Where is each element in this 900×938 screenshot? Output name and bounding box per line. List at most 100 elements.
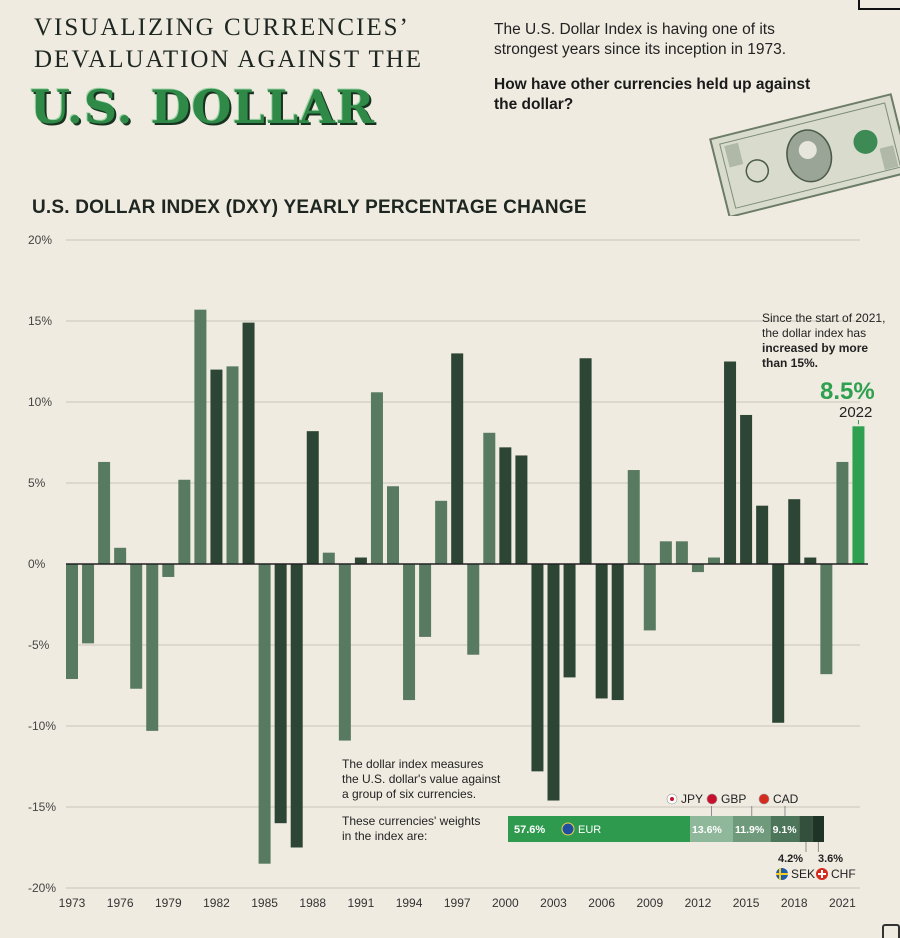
jpy-weight-label: 13.6% bbox=[692, 824, 722, 836]
desc-line-2: the U.S. dollar's value against bbox=[342, 772, 501, 786]
desc-line-3: a group of six currencies. bbox=[342, 787, 477, 801]
y-tick-label: 5% bbox=[28, 476, 46, 490]
jpy-flag-dot bbox=[670, 797, 674, 801]
x-tick-label: 1988 bbox=[299, 896, 326, 910]
bar-2017 bbox=[772, 564, 785, 723]
x-tick-label: 1991 bbox=[348, 896, 375, 910]
bar-2012 bbox=[691, 564, 704, 573]
y-tick-label: 0% bbox=[28, 557, 46, 571]
bar-2007 bbox=[611, 564, 624, 701]
bar-2009 bbox=[643, 564, 656, 631]
bar-2019 bbox=[804, 557, 817, 564]
x-tick-label: 2006 bbox=[588, 896, 615, 910]
cad-code-label: CAD bbox=[773, 792, 799, 806]
chf-flag-cross-h bbox=[818, 873, 826, 875]
bar-1990 bbox=[338, 564, 351, 741]
x-tick-label: 2015 bbox=[733, 896, 760, 910]
weights-line-1: These currencies' weights bbox=[342, 814, 481, 828]
corner-frame bbox=[858, 0, 900, 10]
highlight-year: 2022 bbox=[839, 404, 873, 421]
y-tick-label: -15% bbox=[28, 800, 56, 814]
y-tick-label: -10% bbox=[28, 719, 56, 733]
x-tick-label: 1994 bbox=[396, 896, 423, 910]
highlight-note: Since the start of 2021, the dollar inde… bbox=[762, 311, 885, 371]
sek-weight-label: 4.2% bbox=[778, 853, 803, 865]
sek-flag-cross-h bbox=[776, 873, 788, 875]
bar-1997 bbox=[451, 353, 464, 564]
bar-1996 bbox=[435, 500, 448, 564]
title-line-2: DEVALUATION AGAINST THE bbox=[34, 46, 424, 73]
bar-2001 bbox=[515, 455, 528, 564]
x-tick-label: 1997 bbox=[444, 896, 471, 910]
bar-1984 bbox=[242, 322, 255, 564]
x-tick-label: 1976 bbox=[107, 896, 134, 910]
x-tick-label: 2003 bbox=[540, 896, 567, 910]
bar-1987 bbox=[290, 564, 303, 848]
y-tick-label: 15% bbox=[28, 314, 52, 328]
bar-1982 bbox=[210, 369, 223, 564]
bar-2014 bbox=[724, 361, 737, 564]
bar-1994 bbox=[403, 564, 416, 701]
note-line-1: Since the start of 2021, bbox=[762, 311, 886, 325]
bar-2003 bbox=[547, 564, 560, 801]
bar-1975 bbox=[98, 461, 111, 564]
weight-segment-eur bbox=[508, 816, 691, 842]
bar-2005 bbox=[579, 358, 592, 564]
x-tick-label: 2009 bbox=[636, 896, 663, 910]
x-tick-label: 1985 bbox=[251, 896, 278, 910]
bar-1992 bbox=[370, 392, 383, 564]
x-tick-label: 1982 bbox=[203, 896, 230, 910]
bar-1986 bbox=[274, 564, 287, 824]
weight-segment-gbp bbox=[732, 816, 771, 842]
bar-2020 bbox=[820, 564, 833, 675]
weight-segment-cad bbox=[770, 816, 800, 842]
x-tick-label: 2012 bbox=[685, 896, 712, 910]
x-tick-label: 1979 bbox=[155, 896, 182, 910]
note-bold-2: than 15%. bbox=[762, 356, 819, 370]
bar-1979 bbox=[162, 564, 175, 577]
jpy-code-label: JPY bbox=[681, 792, 703, 806]
chart-title: U.S. DOLLAR INDEX (DXY) YEARLY PERCENTAG… bbox=[32, 197, 587, 218]
bar-2016 bbox=[756, 505, 769, 564]
chf-weight-label: 3.6% bbox=[818, 853, 843, 865]
note-bold-1: increased by more bbox=[762, 341, 869, 355]
eur-flag-icon bbox=[561, 822, 575, 836]
y-tick-label: -20% bbox=[28, 881, 56, 895]
title-line-1: VISUALIZING CURRENCIES’ bbox=[34, 14, 410, 41]
cad-weight-label: 9.1% bbox=[773, 824, 798, 836]
bar-1998 bbox=[467, 564, 480, 655]
x-tick-label: 1973 bbox=[59, 896, 86, 910]
weight-segment-chf bbox=[812, 816, 824, 842]
bar-2021 bbox=[836, 461, 849, 564]
bar-2015 bbox=[740, 414, 753, 564]
bar-1991 bbox=[354, 557, 367, 564]
bar-1995 bbox=[419, 564, 432, 637]
gbp-code-label: GBP bbox=[721, 792, 746, 806]
bar-1978 bbox=[146, 564, 159, 731]
bar-2018 bbox=[788, 499, 801, 564]
gbp-weight-label: 11.9% bbox=[735, 824, 765, 836]
question-text: How have other currencies held up agains… bbox=[494, 76, 811, 113]
weight-segment-sek bbox=[799, 816, 813, 842]
bar-2002 bbox=[531, 564, 544, 772]
bar-1980 bbox=[178, 479, 191, 564]
cad-flag-icon bbox=[758, 793, 770, 805]
weight-segment-jpy bbox=[690, 816, 733, 842]
sek-code-label: SEK bbox=[791, 867, 815, 881]
bar-1976 bbox=[114, 547, 127, 564]
bar-2013 bbox=[708, 557, 720, 564]
x-tick-label: 2000 bbox=[492, 896, 519, 910]
eur-code-label: EUR bbox=[578, 824, 601, 836]
desc-line-1: The dollar index measures bbox=[342, 757, 484, 771]
y-tick-label: -5% bbox=[28, 638, 50, 652]
bar-1989 bbox=[322, 552, 335, 564]
bar-1999 bbox=[483, 432, 496, 564]
bar-2010 bbox=[659, 541, 672, 564]
weights-line-2: in the index are: bbox=[342, 829, 428, 843]
bar-2011 bbox=[675, 541, 688, 564]
note-line-2: the dollar index has bbox=[762, 326, 867, 340]
bar-2008 bbox=[627, 470, 640, 564]
bar-1983 bbox=[226, 366, 239, 564]
highlight-value: 8.5% bbox=[820, 378, 875, 405]
